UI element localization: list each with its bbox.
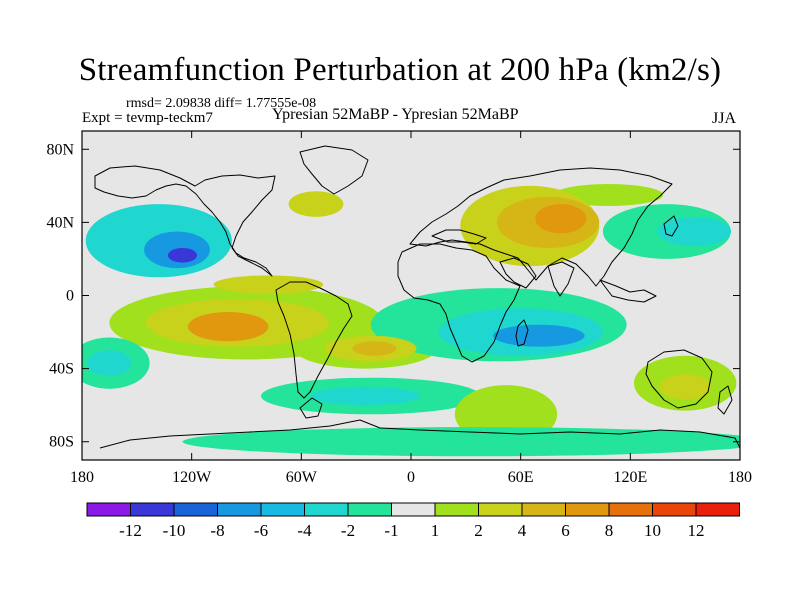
colorbar-label: -12 bbox=[119, 521, 142, 540]
x-axis: 180 120W 60W 0 60E 120E 180 bbox=[70, 131, 752, 486]
antarctic-peninsula-coast bbox=[299, 397, 323, 419]
anomaly-region bbox=[288, 191, 344, 217]
colorbar-label: -8 bbox=[210, 521, 224, 540]
y-tick-label: 40S bbox=[49, 361, 74, 378]
colorbar-box bbox=[347, 502, 392, 517]
colorbar-box bbox=[304, 502, 349, 517]
x-tick-label: 120W bbox=[172, 469, 212, 486]
colorbar-label: -1 bbox=[384, 521, 398, 540]
africa-coast bbox=[397, 243, 521, 363]
colorbar-box bbox=[217, 502, 262, 517]
x-tick-label: 60W bbox=[286, 469, 318, 486]
season-label: JJA bbox=[712, 110, 737, 127]
australia-coast bbox=[645, 349, 713, 409]
colorbar-label: 10 bbox=[644, 521, 661, 540]
colorbar-box bbox=[608, 502, 653, 517]
colorbar-box bbox=[521, 502, 566, 517]
x-tick-label: 0 bbox=[407, 469, 415, 486]
anomaly-region bbox=[659, 374, 711, 400]
x-tick-label: 60E bbox=[508, 469, 534, 486]
colorbar-box bbox=[434, 502, 479, 517]
colorbar-label: 12 bbox=[688, 521, 705, 540]
y-axis: 80N 40N 0 40S 80S bbox=[46, 141, 740, 451]
arabia-coast bbox=[499, 257, 537, 289]
x-tick-label: 180 bbox=[70, 469, 94, 486]
colorbar-box bbox=[695, 502, 740, 517]
colorbar-box bbox=[391, 502, 436, 517]
anomaly-region bbox=[657, 216, 731, 247]
coastlines bbox=[94, 145, 740, 449]
southeast-asia-coast bbox=[599, 279, 657, 303]
colorbar-box bbox=[86, 502, 131, 517]
stats-text: rmsd= 2.09838 diff= 1.77555e-08 bbox=[126, 96, 317, 111]
colorbar-box bbox=[130, 502, 175, 517]
anomaly-region bbox=[182, 427, 740, 457]
mediterranean-coast bbox=[431, 229, 487, 245]
colorbar-box bbox=[652, 502, 697, 517]
colorbar-label: 6 bbox=[561, 521, 570, 540]
colorbar-label: -10 bbox=[163, 521, 186, 540]
colorbar-label: 1 bbox=[431, 521, 440, 540]
colorbar-box bbox=[260, 502, 305, 517]
anomaly-region bbox=[310, 386, 421, 406]
new-zealand-coast bbox=[717, 385, 733, 415]
anomaly-region bbox=[87, 350, 132, 376]
y-tick-label: 0 bbox=[66, 288, 74, 305]
colorbar-label: -2 bbox=[341, 521, 355, 540]
colorbar-box bbox=[565, 502, 610, 517]
y-tick-label: 40N bbox=[46, 214, 74, 231]
colorbar-label: 4 bbox=[518, 521, 527, 540]
anomaly-region bbox=[213, 275, 324, 294]
chart-title: Streamfunction Perturbation at 200 hPa (… bbox=[78, 52, 722, 88]
x-tick-label: 180 bbox=[728, 469, 752, 486]
anomaly-region bbox=[188, 312, 269, 342]
colorbar-label: -6 bbox=[254, 521, 268, 540]
colorbar-box bbox=[173, 502, 218, 517]
antarctica-coast bbox=[99, 419, 740, 449]
colorbar-label: 2 bbox=[474, 521, 483, 540]
greenland-coast bbox=[299, 145, 369, 195]
colorbar: -12 -10 -8 -6 -4 -2 -1 1 2 4 6 8 10 12 bbox=[86, 502, 740, 540]
eurasia-coast bbox=[409, 167, 673, 287]
north-america-coast bbox=[94, 165, 276, 277]
south-america-coast bbox=[275, 281, 353, 399]
experiment-label: Expt = tevmp-teckm7 bbox=[82, 110, 213, 126]
anomaly-region bbox=[352, 341, 397, 356]
anomaly-region bbox=[535, 204, 587, 234]
anomaly-region bbox=[167, 248, 198, 263]
y-tick-label: 80N bbox=[46, 141, 74, 158]
madagascar-coast bbox=[515, 319, 529, 347]
y-tick-label: 80S bbox=[49, 434, 74, 451]
x-tick-label: 120E bbox=[613, 469, 647, 486]
colorbar-label: 8 bbox=[605, 521, 614, 540]
japan-coast bbox=[663, 215, 679, 237]
streamfunction-field bbox=[82, 184, 740, 457]
india-coast bbox=[547, 261, 575, 297]
colorbar-label: -4 bbox=[297, 521, 312, 540]
anomaly-region bbox=[493, 324, 585, 347]
colorbar-box bbox=[478, 502, 523, 517]
comparison-label: Ypresian 52MaBP - Ypresian 52MaBP bbox=[272, 106, 519, 123]
